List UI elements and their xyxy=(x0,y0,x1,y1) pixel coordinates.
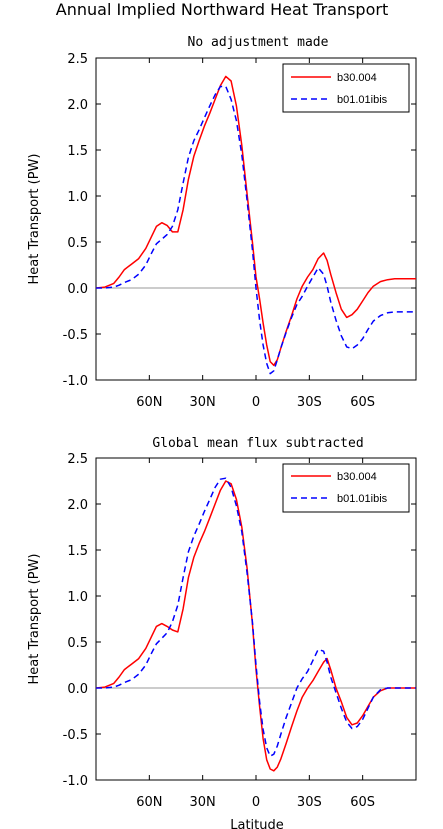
x-tick-label: 60S xyxy=(350,795,375,810)
legend-label-b01: b01.01ibis xyxy=(337,493,388,505)
legend: b30.004 b01.01ibis xyxy=(282,463,410,513)
x-axis-label: Latitude xyxy=(230,818,284,829)
y-tick-label: 0.0 xyxy=(67,682,88,697)
legend: b30.004 b01.01ibis xyxy=(282,63,410,113)
series-line-b01 xyxy=(96,477,416,757)
y-tick-label: 1.5 xyxy=(67,544,88,559)
legend-box xyxy=(282,63,410,113)
y-tick-label: 0.5 xyxy=(67,636,88,651)
legend-label-b30: b30.004 xyxy=(337,72,377,84)
y-tick-label: 2.5 xyxy=(67,52,88,67)
x-tick-label: 30N xyxy=(190,395,216,410)
y-axis-label: Heat Transport (PW) xyxy=(27,154,42,285)
y-tick-label: -1.0 xyxy=(63,774,88,789)
legend-box xyxy=(282,463,410,513)
legend-label-b30: b30.004 xyxy=(337,471,377,483)
y-tick-label: 2.0 xyxy=(67,498,88,513)
y-tick-label: 1.0 xyxy=(67,190,88,205)
y-tick-label: 1.0 xyxy=(67,590,88,605)
series-line-b01 xyxy=(96,85,416,375)
x-tick-label: 60S xyxy=(350,395,375,410)
y-tick-label: 0.0 xyxy=(67,282,88,297)
x-tick-label: 30S xyxy=(297,795,322,810)
panel-title: Global mean flux subtracted xyxy=(152,436,363,451)
figure-title: Annual Implied Northward Heat Transport xyxy=(56,0,388,19)
y-tick-label: -0.5 xyxy=(63,728,88,743)
x-tick-label: 60N xyxy=(136,395,162,410)
panel-top: No adjustment made Heat Transport (PW) 2… xyxy=(27,35,417,410)
legend-label-b01: b01.01ibis xyxy=(337,94,388,106)
x-tick-label: 60N xyxy=(136,795,162,810)
panel-bottom: Global mean flux subtracted Heat Transpo… xyxy=(27,436,417,829)
x-tick-label: 30S xyxy=(297,395,322,410)
y-tick-label: 2.0 xyxy=(67,98,88,113)
x-tick-label: 30N xyxy=(190,795,216,810)
x-tick-label: 0 xyxy=(252,395,260,410)
y-tick-label: 0.5 xyxy=(67,236,88,251)
x-tick-label: 0 xyxy=(252,795,260,810)
series-line-b30 xyxy=(95,480,416,772)
y-tick-label: 2.5 xyxy=(67,452,88,467)
y-axis-label: Heat Transport (PW) xyxy=(27,554,42,685)
plot-area: 2.5 2.0 1.5 1.0 0.5 0.0 -0.5 -1.0 60N 30N 0 30S 60S xyxy=(63,52,416,410)
y-tick-label: -1.0 xyxy=(63,374,88,389)
panel-title: No adjustment made xyxy=(188,35,329,50)
y-tick-label: -0.5 xyxy=(63,328,88,343)
y-tick-label: 1.5 xyxy=(67,144,88,159)
plot-area: 2.5 2.0 1.5 1.0 0.5 0.0 -0.5 -1.0 60N 30N 0 30S 60S xyxy=(63,452,416,810)
series-line-b30 xyxy=(95,75,416,367)
